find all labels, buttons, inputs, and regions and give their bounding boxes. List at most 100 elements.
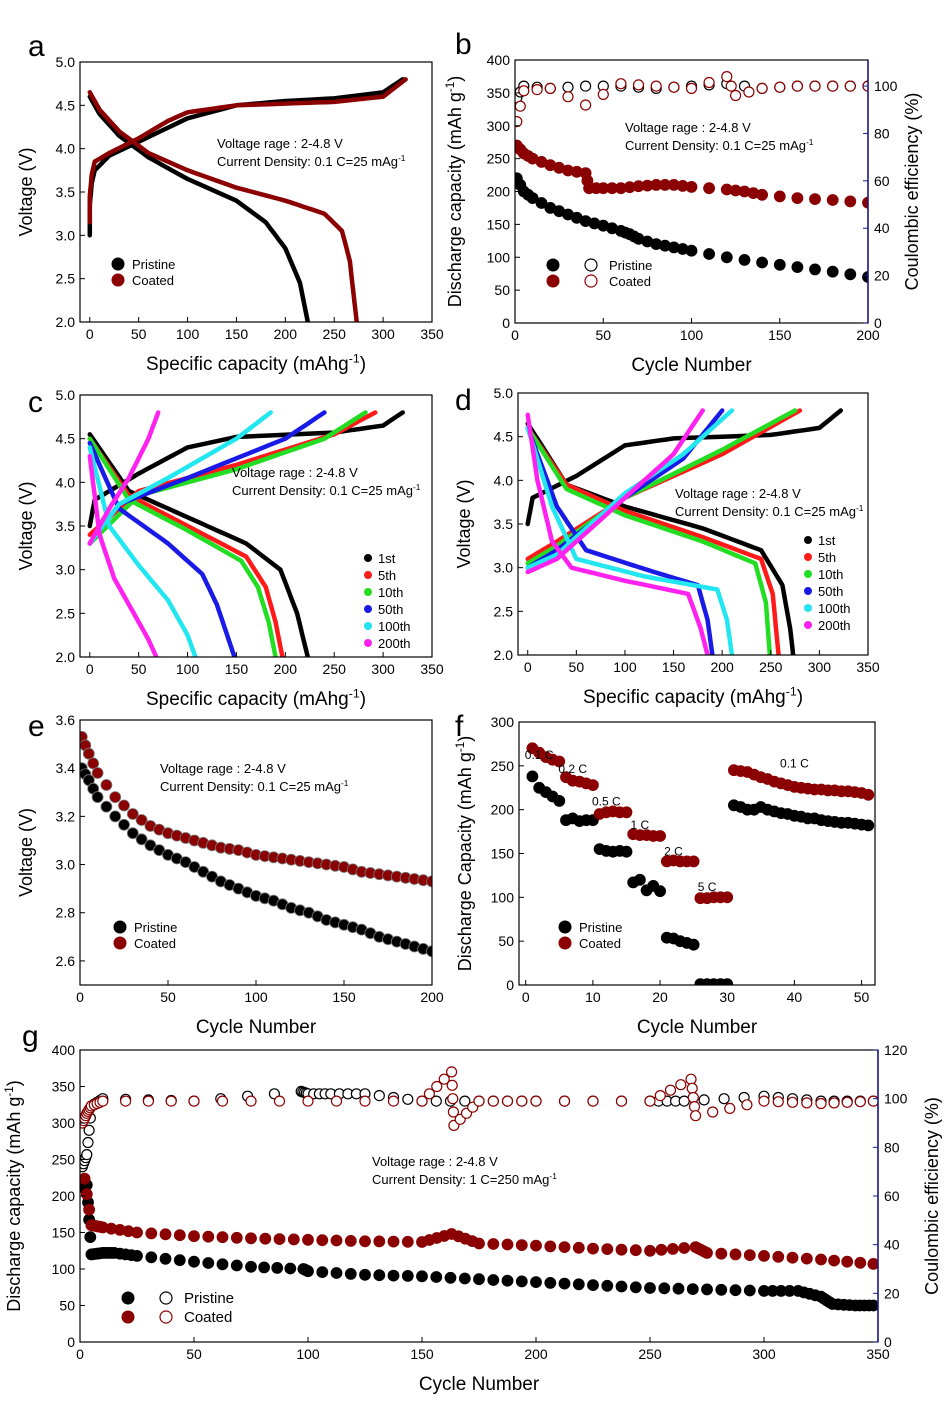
y-tick-label: 100	[491, 889, 515, 905]
data-point	[729, 1284, 742, 1297]
y2-tick-label: 60	[874, 173, 890, 189]
data-point	[501, 1238, 514, 1251]
data-point	[273, 1095, 286, 1107]
legend-marker	[558, 936, 572, 950]
data-point	[430, 1095, 442, 1107]
x-axis-label: Cycle Number	[196, 1017, 317, 1038]
y-tick-label: 350	[487, 85, 511, 101]
data-point	[387, 1269, 400, 1282]
data-point	[387, 1235, 400, 1248]
annotation-current: Current Density: 0.1 C=25 mAg-1	[217, 153, 406, 169]
data-point	[188, 1255, 200, 1268]
x-axis-label: Specific capacity (mAhg-1)	[146, 351, 366, 375]
x-tick-label: 0	[86, 661, 94, 677]
y-tick-label: 200	[491, 802, 515, 818]
data-point	[159, 1252, 172, 1265]
data-point	[572, 1278, 585, 1291]
legend-label: Pristine	[579, 920, 622, 935]
data-point	[867, 1095, 878, 1107]
data-point	[655, 1243, 668, 1256]
y-tick-label: 150	[491, 846, 515, 862]
data-point	[173, 1254, 186, 1267]
legend-marker	[364, 622, 372, 630]
panel-label-g: g	[22, 1020, 39, 1053]
legend-marker-open	[159, 1310, 173, 1324]
y-tick-label: 2.5	[56, 605, 76, 621]
x-tick-label: 100	[613, 659, 637, 675]
data-point	[867, 1299, 878, 1312]
legend-label: Pristine	[184, 1290, 234, 1307]
x-tick-label: 50	[569, 659, 585, 675]
y-tick-label: 100	[487, 249, 511, 265]
data-point	[815, 1097, 827, 1110]
data-point	[544, 1240, 557, 1253]
legend-marker	[364, 588, 372, 596]
legend-label: Coated	[184, 1309, 232, 1326]
data-point	[686, 1082, 698, 1094]
x-tick-label: 100	[680, 327, 704, 343]
x-axis-label: Cycle Number	[419, 1374, 540, 1395]
data-point	[707, 1106, 719, 1118]
y2-tick-label: 0	[874, 315, 882, 331]
data-point	[401, 1235, 414, 1248]
y-tick-label: 200	[487, 184, 511, 200]
series-group-a	[87, 77, 408, 322]
data-point	[553, 795, 566, 807]
data-point	[703, 76, 715, 89]
data-point	[544, 82, 556, 95]
data-point	[756, 82, 768, 95]
rate-label: 0.5 C	[592, 794, 621, 808]
data-point	[142, 1095, 154, 1107]
data-point	[666, 1243, 679, 1255]
data-point	[758, 1095, 770, 1107]
data-point	[800, 1252, 813, 1265]
data-point	[862, 196, 868, 209]
data-point	[844, 80, 856, 92]
legend-label: 5th	[378, 568, 396, 583]
x-tick-label: 50	[595, 327, 611, 343]
x-tick-label: 150	[225, 326, 249, 342]
data-point	[615, 1095, 628, 1107]
data-point	[685, 244, 698, 257]
data-point	[772, 1096, 784, 1108]
x-tick-label: 200	[420, 989, 444, 1005]
x-tick-label: 30	[719, 989, 735, 1005]
data-point	[791, 192, 804, 205]
data-point	[579, 99, 592, 111]
legend-marker	[111, 257, 125, 271]
legend-label: 50th	[818, 584, 843, 599]
series-line-50th	[525, 425, 715, 655]
data-point	[615, 78, 627, 90]
data-point	[109, 791, 122, 803]
data-point	[672, 1282, 685, 1295]
y2-tick-label: 60	[884, 1188, 900, 1204]
y-tick-label: 5.0	[494, 385, 514, 401]
data-point	[675, 1079, 687, 1091]
data-point	[80, 1172, 91, 1185]
y-axis-label: Voltage (V)	[16, 481, 36, 570]
data-point	[664, 1084, 677, 1096]
y2-axis-label: Coulombic efficiency (%)	[922, 1097, 942, 1295]
data-point	[344, 1268, 357, 1280]
data-point	[373, 1089, 385, 1102]
data-point	[459, 1095, 471, 1107]
data-point	[854, 1096, 866, 1108]
data-point	[515, 1275, 528, 1288]
data-point	[689, 1110, 702, 1122]
data-point	[330, 1095, 343, 1107]
x-tick-label: 350	[866, 1346, 890, 1362]
data-point	[562, 91, 574, 103]
data-point	[515, 1239, 528, 1251]
data-point	[526, 192, 539, 205]
data-point	[401, 1270, 414, 1282]
x-tick-label: 200	[274, 326, 298, 342]
data-point	[302, 1265, 314, 1278]
series-line-100th	[525, 408, 735, 570]
y-tick-label: 150	[487, 216, 511, 232]
panel-label-b: b	[455, 28, 472, 61]
y-axis-label: Discharge Capacity (mAh g-1)	[454, 736, 475, 972]
data-point	[703, 248, 715, 260]
y-tick-label: 400	[52, 1042, 76, 1058]
series-line-10th	[525, 425, 773, 655]
